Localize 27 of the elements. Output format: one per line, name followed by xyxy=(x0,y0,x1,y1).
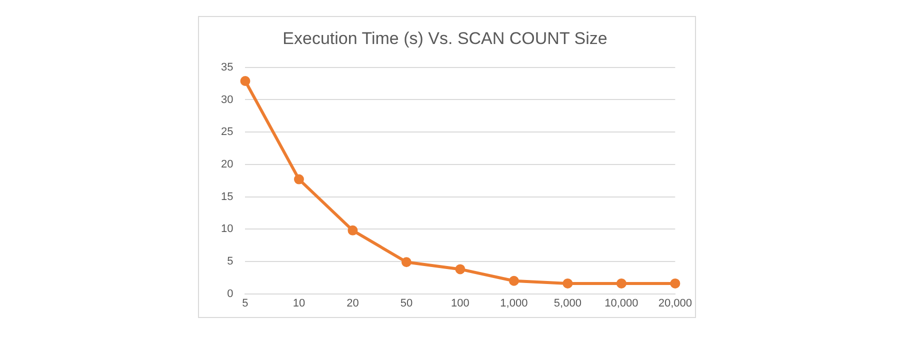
x-tick-label: 10,000 xyxy=(604,297,638,310)
y-tick-label: 20 xyxy=(220,158,234,170)
y-tick-label: 0 xyxy=(227,288,234,300)
y-tick-label: 10 xyxy=(220,223,234,236)
x-tick-label: 20 xyxy=(346,297,359,310)
x-tick-label: 5 xyxy=(242,297,248,310)
point xyxy=(348,225,358,236)
chart-title: Execution Time (s) Vs. SCAN COUNT Size xyxy=(282,28,608,48)
point xyxy=(294,174,304,184)
x-tick-label: 5,000 xyxy=(554,297,582,310)
y-tick-label: 15 xyxy=(220,190,234,203)
x-tick-label: 20,000 xyxy=(658,297,692,310)
x-tick-label: 100 xyxy=(451,297,470,310)
point xyxy=(455,264,466,274)
x-tick-label: 50 xyxy=(400,297,413,310)
point xyxy=(401,257,412,268)
x-tick-label: 1,000 xyxy=(500,297,528,310)
y-tick-label: 25 xyxy=(220,126,234,138)
y-tick-label: 35 xyxy=(220,61,234,74)
x-tick-label: 10 xyxy=(292,297,306,310)
point xyxy=(562,278,573,288)
point xyxy=(616,278,626,288)
point xyxy=(508,276,519,286)
point xyxy=(240,76,250,86)
y-tick-label: 30 xyxy=(220,94,234,106)
point xyxy=(670,278,680,288)
y-tick-label: 5 xyxy=(227,255,234,268)
